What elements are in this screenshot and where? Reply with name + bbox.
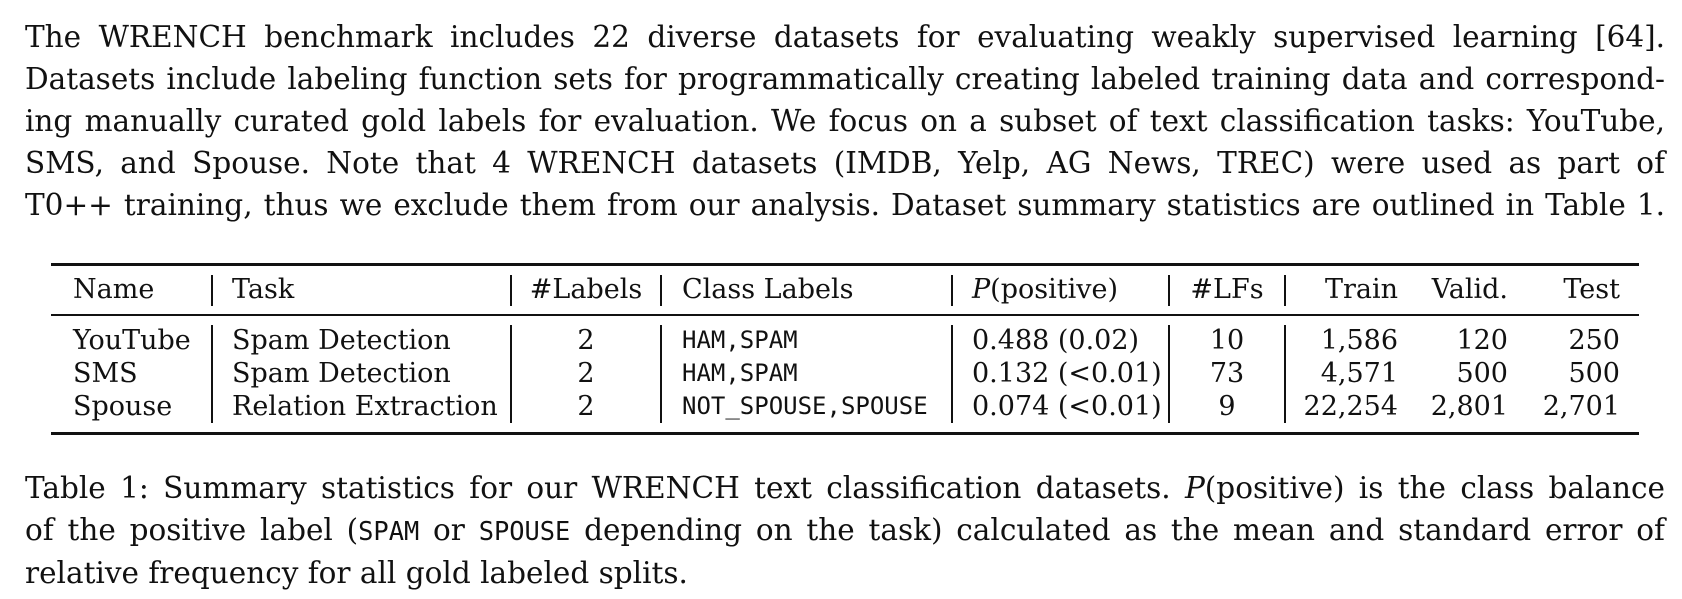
cell-test: 500 <box>1568 358 1620 389</box>
col-separator <box>1168 325 1170 423</box>
intro-line-4: SMS, and Spouse. Note that 4 WRENCH data… <box>25 146 1665 180</box>
col-separator <box>951 325 953 423</box>
cell-task: Spam Detection <box>232 325 451 356</box>
col-separator <box>1284 275 1286 306</box>
col-separator <box>211 275 213 306</box>
cell-lfs: 73 <box>1209 358 1245 389</box>
cell-labels: 2 <box>577 391 595 422</box>
cell-p-positive: 0.132 (<0.01) <box>972 358 1162 389</box>
cell-test: 250 <box>1568 325 1620 356</box>
cell-valid: 2,801 <box>1430 391 1508 422</box>
cell-class-labels: HAM,SPAM <box>682 359 798 387</box>
table-top-rule <box>51 263 1639 266</box>
header-p-positive: P(positive) <box>972 274 1118 305</box>
col-separator <box>660 275 662 306</box>
cell-task: Relation Extraction <box>232 391 498 422</box>
caption-line-1: Table 1: Summary statistics for our WREN… <box>25 471 1665 505</box>
summary-table: Name Task #Labels Class Labels P(positiv… <box>51 263 1639 435</box>
intro-line-5: T0++ training, thus we exclude them from… <box>25 188 1665 222</box>
cell-lfs: 10 <box>1209 325 1245 356</box>
cell-labels: 2 <box>577 358 595 389</box>
intro-line-3: ing manually curated gold labels for eva… <box>25 104 1665 138</box>
col-separator <box>510 325 512 423</box>
col-separator <box>660 325 662 423</box>
cell-test: 2,701 <box>1542 391 1620 422</box>
cell-name: Spouse <box>73 391 173 422</box>
caption-line-3: relative frequency for all gold labeled … <box>25 556 688 590</box>
cell-labels: 2 <box>577 325 595 356</box>
header-name: Name <box>73 274 155 305</box>
col-separator <box>951 275 953 306</box>
header-valid: Valid. <box>1431 274 1508 305</box>
cell-class-labels: NOT_SPOUSE,SPOUSE <box>682 392 928 420</box>
header-train: Train <box>1324 274 1398 305</box>
intro-paragraph: The WRENCH benchmark includes 22 diverse… <box>25 16 1665 226</box>
cell-train: 4,571 <box>1320 358 1398 389</box>
table-bottom-rule <box>51 432 1639 435</box>
header-lfs: #LFs <box>1190 274 1264 305</box>
intro-line-1: The WRENCH benchmark includes 22 diverse… <box>25 20 1665 54</box>
header-test: Test <box>1563 274 1620 305</box>
col-separator <box>1284 325 1286 423</box>
cell-p-positive: 0.074 (<0.01) <box>972 391 1162 422</box>
cell-name: SMS <box>73 358 138 389</box>
cell-train: 1,586 <box>1320 325 1398 356</box>
cell-class-labels: HAM,SPAM <box>682 326 798 354</box>
cell-train: 22,254 <box>1303 391 1398 422</box>
cell-task: Spam Detection <box>232 358 451 389</box>
col-separator <box>510 275 512 306</box>
header-labels: #Labels <box>529 274 643 305</box>
col-separator <box>211 325 213 423</box>
caption-line-2: of the positive label (SPAM or SPOUSE de… <box>25 513 1665 547</box>
cell-lfs: 9 <box>1218 391 1236 422</box>
cell-valid: 500 <box>1456 358 1508 389</box>
header-task: Task <box>232 274 295 305</box>
table-caption: Table 1: Summary statistics for our WREN… <box>25 467 1665 594</box>
col-separator <box>1168 275 1170 306</box>
header-class-labels: Class Labels <box>682 274 854 305</box>
table-header-rule <box>51 314 1639 316</box>
cell-name: YouTube <box>73 325 191 356</box>
cell-p-positive: 0.488 (0.02) <box>972 325 1140 356</box>
cell-valid: 120 <box>1456 325 1508 356</box>
intro-line-2: Datasets include labeling function sets … <box>25 62 1665 96</box>
